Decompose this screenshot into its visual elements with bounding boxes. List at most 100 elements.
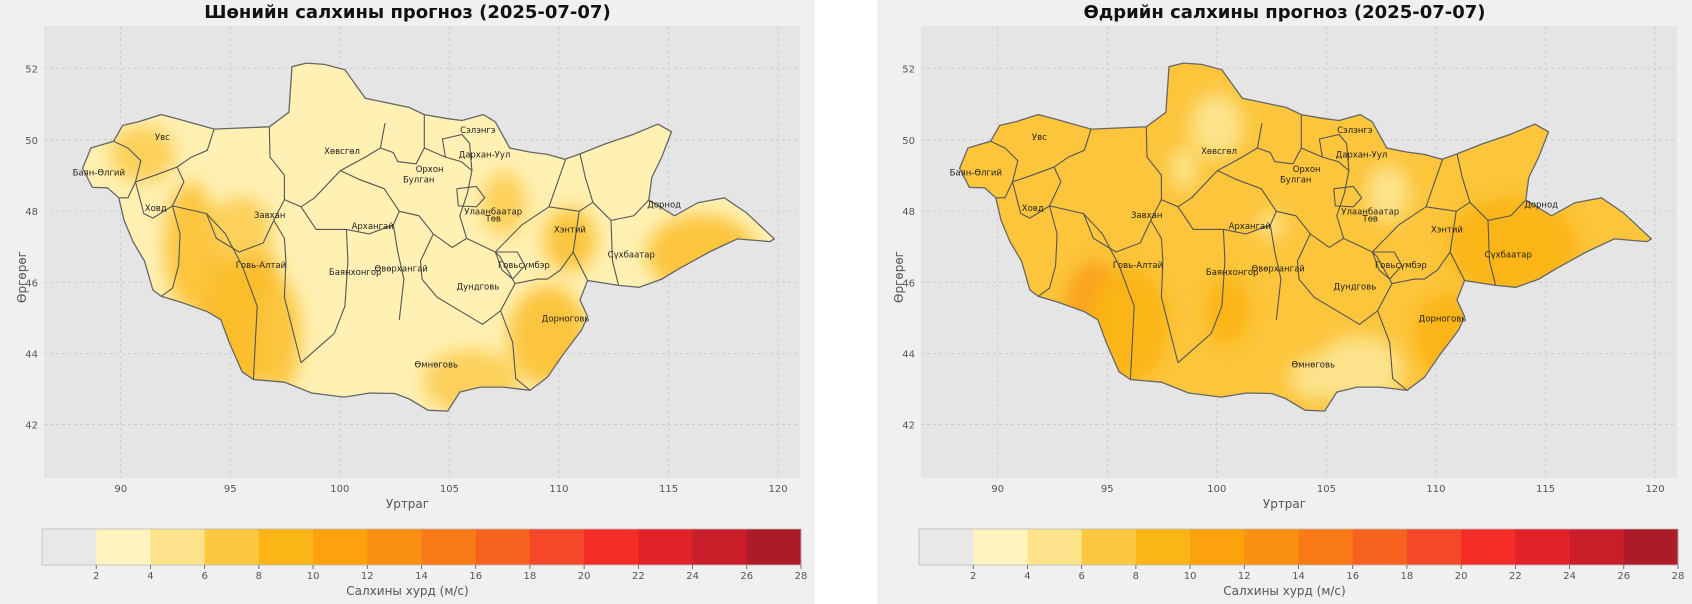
region-label: Дархан-Уул — [1336, 151, 1388, 161]
region-label: Ховд — [1022, 204, 1044, 214]
region-label: Архангай — [352, 222, 394, 232]
colorbar-tick-label: 2 — [93, 571, 99, 582]
colorbar-tick-label: 28 — [795, 571, 808, 582]
region-label: Завхан — [254, 211, 285, 221]
x-tick-label: 90 — [991, 484, 1004, 495]
x-tick-label: 120 — [769, 484, 788, 495]
wind-speed-patch — [1170, 147, 1198, 190]
region-label: Хэнтий — [1431, 225, 1463, 235]
colorbar-bin — [692, 529, 748, 565]
wind-speed-patch — [1190, 93, 1244, 158]
region-label: Өмнөговь — [1291, 361, 1335, 371]
colorbar-bin — [1352, 529, 1408, 565]
wind-speed-patch — [1258, 211, 1285, 240]
colorbar-tick-label: 4 — [147, 571, 153, 582]
region-label: Орхон — [1293, 165, 1321, 175]
x-tick-label: 95 — [1101, 484, 1114, 495]
wind-speed-patch — [543, 207, 597, 272]
axis-ticks: 90 95 100 105 110 115 120 42 44 46 48 50 52 — [902, 65, 1664, 495]
region-label: Улаанбаатар — [1341, 208, 1399, 218]
region-label: Говьсүмбэр — [1375, 261, 1427, 271]
region-label: Өмнөговь — [414, 361, 458, 371]
x-tick-label: 105 — [1317, 484, 1336, 495]
colorbar-bin — [313, 529, 368, 565]
wind-speed-patch — [1446, 196, 1579, 297]
region-label: Орхон — [416, 165, 444, 175]
colorbar-bin — [584, 529, 639, 565]
colorbar-bin — [96, 529, 151, 565]
colorbar-tick-label: 18 — [1401, 571, 1414, 582]
colorbar-tick-label: 14 — [415, 571, 428, 582]
night-wind-map: Увс Баян-Өлгий Ховд Завхан Говь-Алтай Хөвсгөл… — [25, 26, 808, 582]
colorbar-bin — [258, 529, 314, 565]
colorbar-bin — [42, 529, 97, 565]
x-tick-label: 100 — [330, 484, 349, 495]
colorbar-tick-label: 8 — [256, 571, 262, 582]
colorbar-bin — [973, 529, 1028, 565]
colorbar-tick-label: 22 — [1509, 571, 1522, 582]
colorbar-bin — [1190, 529, 1245, 565]
wind-speed-patch — [164, 182, 218, 311]
day-wind-panel: Өдрийн салхины прогноз (2025-07-07) Увс Б… — [877, 0, 1692, 604]
axis-ticks: 90 95 100 105 110 115 120 42 44 46 48 50 52 — [25, 65, 787, 495]
region-label: Баян-Өлгий — [73, 168, 125, 178]
wind-speed-patch — [210, 196, 272, 261]
x-tick-label: 110 — [1426, 484, 1445, 495]
colorbar-tick-label: 6 — [1078, 571, 1084, 582]
province-borders — [113, 114, 650, 391]
y-tick-label: 44 — [902, 349, 915, 360]
region-label: Говь-Алтай — [1113, 261, 1163, 271]
colorbar-bin — [204, 529, 260, 565]
region-label: Төв — [1362, 215, 1378, 225]
wind-field — [82, 63, 775, 412]
colorbar-label: Салхины хурд (м/с) — [1223, 584, 1346, 598]
region-label: Улаанбаатар — [464, 208, 522, 218]
region-label: Баян-Өлгий — [950, 168, 1002, 178]
colorbar-tick-label: 20 — [1455, 571, 1468, 582]
panel-title: Өдрийн салхины прогноз (2025-07-07) — [1083, 2, 1486, 23]
region-label: Говь-Алтай — [236, 261, 286, 271]
colorbar-tick-label: 16 — [469, 571, 482, 582]
wind-speed-patch — [256, 278, 301, 393]
colorbar-bin — [1623, 529, 1679, 565]
colorbar-tick-label: 20 — [578, 571, 591, 582]
region-label: Сэлэнгэ — [460, 126, 496, 136]
region-label: Сэлэнгэ — [1337, 126, 1373, 136]
region-label: Говьсүмбэр — [498, 261, 550, 271]
colorbar: 2 4 6 8 10 12 14 16 18 20 22 24 26 28 — [918, 528, 1684, 582]
panel-title: Шөнийн салхины прогноз (2025-07-07) — [204, 2, 611, 23]
wind-speed-patch — [109, 125, 176, 183]
y-tick-label: 50 — [25, 136, 38, 147]
region-label: Булган — [403, 176, 435, 186]
colorbar-tick-label: 24 — [1563, 571, 1576, 582]
y-tick-label: 46 — [25, 278, 38, 289]
region-label: Өвөрхангай — [1252, 265, 1305, 275]
region-label: Дундговь — [1333, 282, 1376, 292]
colorbar-label: Салхины хурд (м/с) — [346, 584, 469, 598]
colorbar-tick-label: 16 — [1346, 571, 1359, 582]
colorbar-tick-label: 12 — [361, 571, 374, 582]
colorbar-bin — [475, 529, 531, 565]
wind-speed-patch — [482, 171, 527, 236]
x-tick-label: 100 — [1207, 484, 1226, 495]
colorbar-bin — [150, 529, 206, 565]
colorbar-tick-label: 26 — [1617, 571, 1630, 582]
colorbar-bin — [1461, 529, 1516, 565]
colorbar-bin — [1027, 529, 1083, 565]
region-label: Өвөрхангай — [375, 265, 428, 275]
y-tick-label: 42 — [902, 421, 915, 432]
region-labels: Увс Баян-Өлгий Ховд Завхан Говь-Алтай Хөвсгөл… — [73, 126, 682, 371]
colorbar-bin — [1244, 529, 1299, 565]
region-label: Увс — [1032, 133, 1047, 143]
night-wind-panel: Шөнийн салхины прогноз (2025-07-07) Увс Б… — [0, 0, 815, 604]
colorbar-bin — [1569, 529, 1625, 565]
region-label: Булган — [1280, 176, 1312, 186]
colorbar-bin — [1081, 529, 1137, 565]
colorbar-tick-label: 14 — [1292, 571, 1305, 582]
region-label: Ховд — [145, 204, 167, 214]
wind-speed-patch — [1289, 356, 1342, 400]
y-tick-label: 48 — [902, 207, 915, 218]
region-labels: Увс Баян-Өлгий Ховд Завхан Говь-Алтай Хөвсгөл… — [950, 126, 1559, 371]
colorbar-tick-label: 26 — [740, 571, 753, 582]
region-label: Хөвсгөл — [1201, 147, 1237, 157]
